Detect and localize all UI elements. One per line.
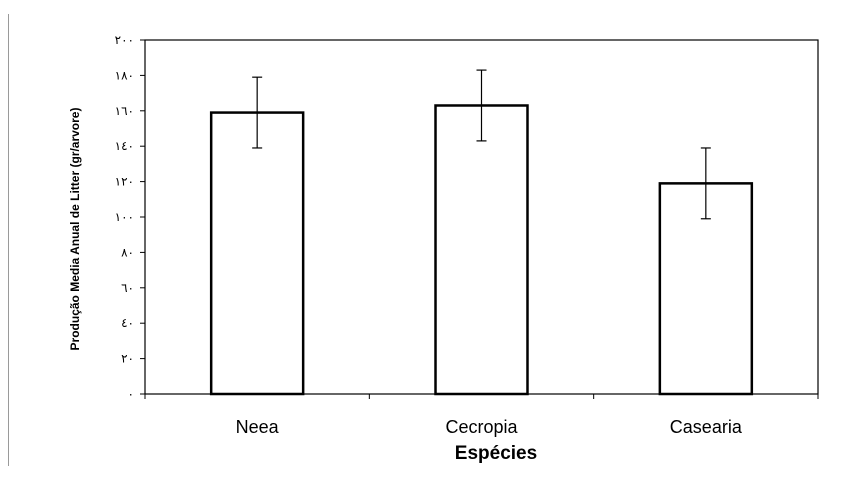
y-tick-label: ١٨٠: [115, 68, 134, 82]
bar: [434, 104, 529, 396]
x-tick-label: Casearia: [670, 417, 743, 437]
x-axis-label: Espécies: [455, 443, 537, 464]
y-tick-label: ٤٠: [121, 316, 134, 330]
y-tick-label: ١٦٠: [115, 104, 134, 118]
y-tick-label: ١٢٠: [115, 175, 134, 189]
y-axis-label: Produção Media Anual de Litter (gr/arvor…: [68, 108, 82, 351]
bar: [658, 182, 754, 396]
x-tick-label: Cecropia: [445, 417, 518, 437]
x-axis-ticks: Neea Cecropia Casearia: [144, 394, 819, 437]
bar: [209, 111, 305, 396]
y-tick-label: ٠: [128, 387, 134, 401]
y-tick-label: ٦٠: [121, 281, 134, 295]
bars: [209, 69, 754, 396]
window-left-rule: [8, 14, 9, 466]
y-tick-label: ١٤٠: [115, 139, 134, 153]
y-tick-label: ٢٠: [121, 352, 134, 366]
x-tick-label: Neea: [236, 417, 280, 437]
y-tick-label: ١٠٠: [115, 210, 134, 224]
y-axis-ticks: ٠ ٢٠ ٤٠ ٦٠ ٨٠ ١٠٠ ١٢٠ ١٤٠ ١٦٠ ١٨٠ ٢٠٠: [115, 33, 145, 401]
y-tick-label: ٨٠: [121, 245, 134, 259]
y-tick-label: ٢٠٠: [115, 33, 134, 47]
